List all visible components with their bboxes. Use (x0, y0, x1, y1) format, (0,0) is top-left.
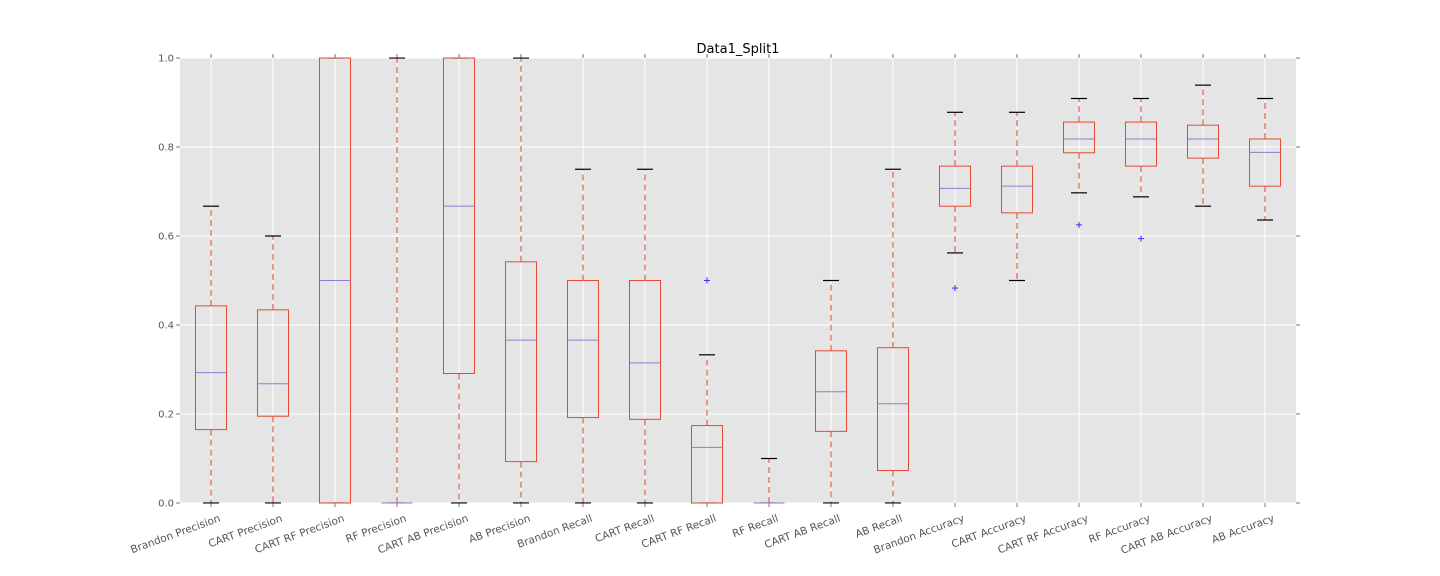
box (1187, 124, 1219, 159)
y-tick-label: 1.0 (158, 54, 174, 65)
x-category-label: Brandon Precision (129, 513, 222, 557)
box (1249, 138, 1281, 187)
x-category-label: AB Accuracy (1210, 513, 1276, 547)
box-marks (195, 57, 1281, 504)
y-tick-label: 0.2 (158, 410, 174, 421)
flier-point (1076, 221, 1082, 228)
box (505, 261, 537, 463)
box-group (443, 57, 475, 504)
box (691, 425, 723, 504)
box (815, 350, 847, 432)
box (1001, 165, 1033, 214)
box (257, 309, 289, 417)
box-group (567, 168, 599, 504)
box (1125, 121, 1157, 167)
box (443, 57, 475, 375)
flier-point (704, 277, 710, 284)
box-group (939, 111, 971, 292)
box-group (877, 168, 909, 504)
y-tick-label: 0.4 (158, 321, 174, 332)
box (939, 165, 971, 207)
box-group (319, 57, 351, 504)
flier-point (1138, 235, 1144, 242)
box-group (753, 457, 785, 504)
box (1063, 121, 1095, 154)
box (877, 347, 909, 472)
box-group (691, 277, 723, 504)
flier-point (952, 285, 958, 292)
box-group (1249, 97, 1281, 221)
y-tick-label: 0.8 (158, 143, 174, 154)
box-group (629, 168, 661, 504)
y-tick-label: 0.6 (158, 232, 174, 243)
box-group (815, 279, 847, 504)
box-group (1125, 97, 1157, 242)
box (629, 280, 661, 420)
box-group (195, 205, 227, 504)
box (195, 305, 227, 431)
box-group (1001, 111, 1033, 282)
box-group (505, 57, 537, 504)
box-group (257, 235, 289, 504)
box-group (381, 57, 413, 504)
box-group (1187, 84, 1219, 207)
box (567, 280, 599, 419)
box-group (1063, 97, 1095, 228)
chart-title: Data1_Split1 (697, 42, 780, 57)
plot-background (180, 58, 1296, 503)
y-tick-label: 0.0 (158, 499, 174, 510)
